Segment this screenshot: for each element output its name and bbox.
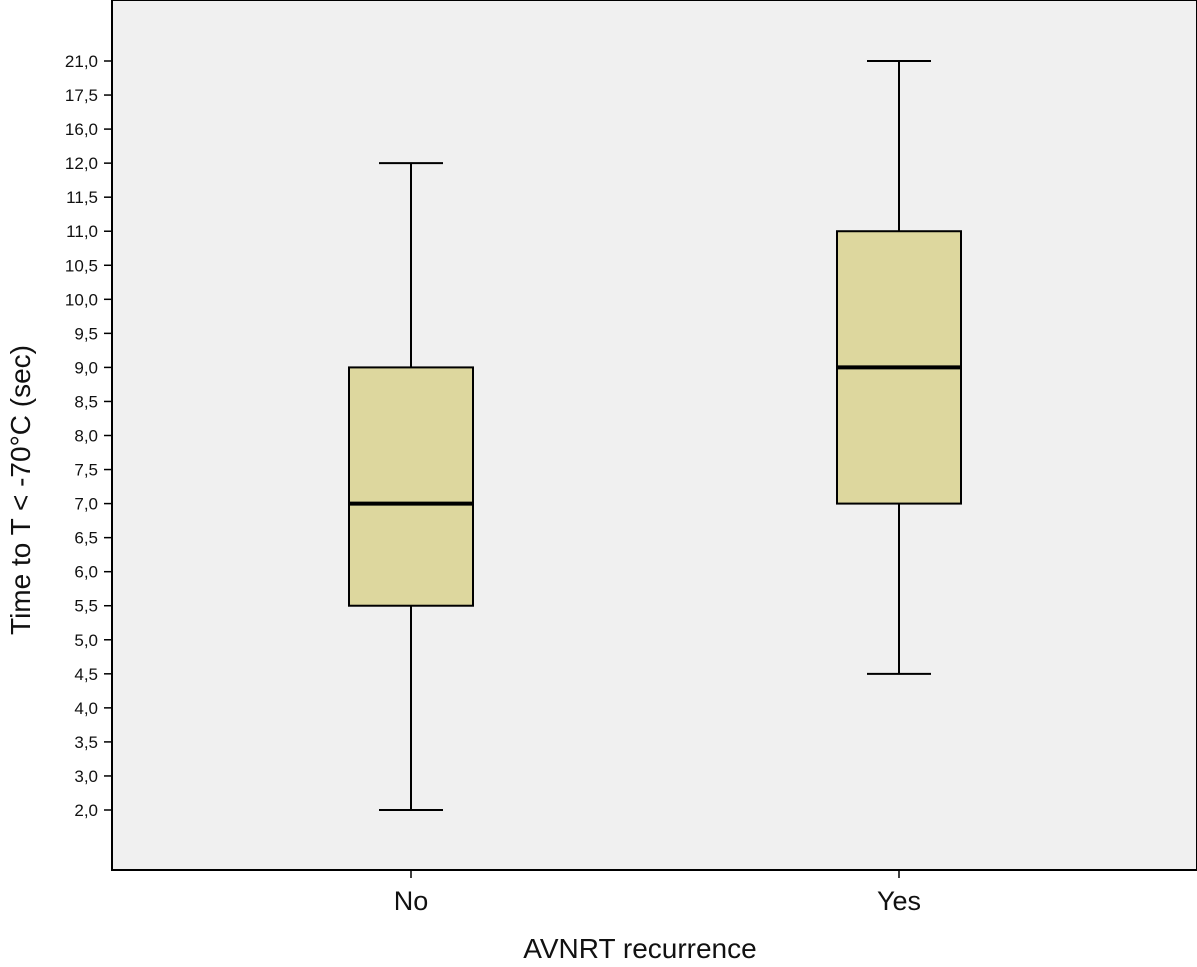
y-tick-label: 3,0 [74, 767, 98, 786]
y-tick-label: 21,0 [65, 52, 98, 71]
y-tick-label: 6,0 [74, 563, 98, 582]
y-tick-label: 9,5 [74, 324, 98, 343]
y-tick-label: 5,5 [74, 597, 98, 616]
y-tick-label: 3,5 [74, 733, 98, 752]
y-tick-label: 10,0 [65, 290, 98, 309]
y-tick-label: 5,0 [74, 631, 98, 650]
y-axis: 2,0 3,0 3,5 4,0 4,5 5,0 5,5 6,0 6,5 7,0 7,5 8,0 8,5 9… [65, 52, 112, 820]
y-tick-label: 2,0 [74, 801, 98, 820]
y-tick-label: 6,5 [74, 529, 98, 548]
y-tick-label: 11,5 [66, 188, 98, 207]
y-tick-label: 11,0 [66, 222, 98, 241]
plot-area [111, 0, 1197, 871]
x-category-label: Yes [877, 886, 921, 916]
y-tick-label: 16,0 [65, 120, 98, 139]
y-axis-title: Time to T < -70°C (sec) [5, 345, 36, 635]
x-axis-title: AVNRT recurrence [523, 933, 756, 964]
box-iqr [348, 366, 474, 607]
y-tick-label: 4,0 [74, 699, 98, 718]
x-axis: No Yes [394, 870, 921, 916]
boxes [348, 60, 962, 811]
y-tick-label: 8,0 [74, 427, 98, 446]
y-tick-label: 10,5 [65, 256, 98, 275]
y-tick-label: 17,5 [65, 86, 98, 105]
y-tick-label: 4,5 [74, 665, 98, 684]
y-tick-label: 8,5 [74, 392, 98, 411]
y-tick-label: 7,5 [74, 461, 98, 480]
y-tick-label: 7,0 [74, 495, 98, 514]
y-tick-label: 12,0 [65, 154, 98, 173]
y-tick-label: 9,0 [74, 358, 98, 377]
x-category-label: No [394, 886, 429, 916]
